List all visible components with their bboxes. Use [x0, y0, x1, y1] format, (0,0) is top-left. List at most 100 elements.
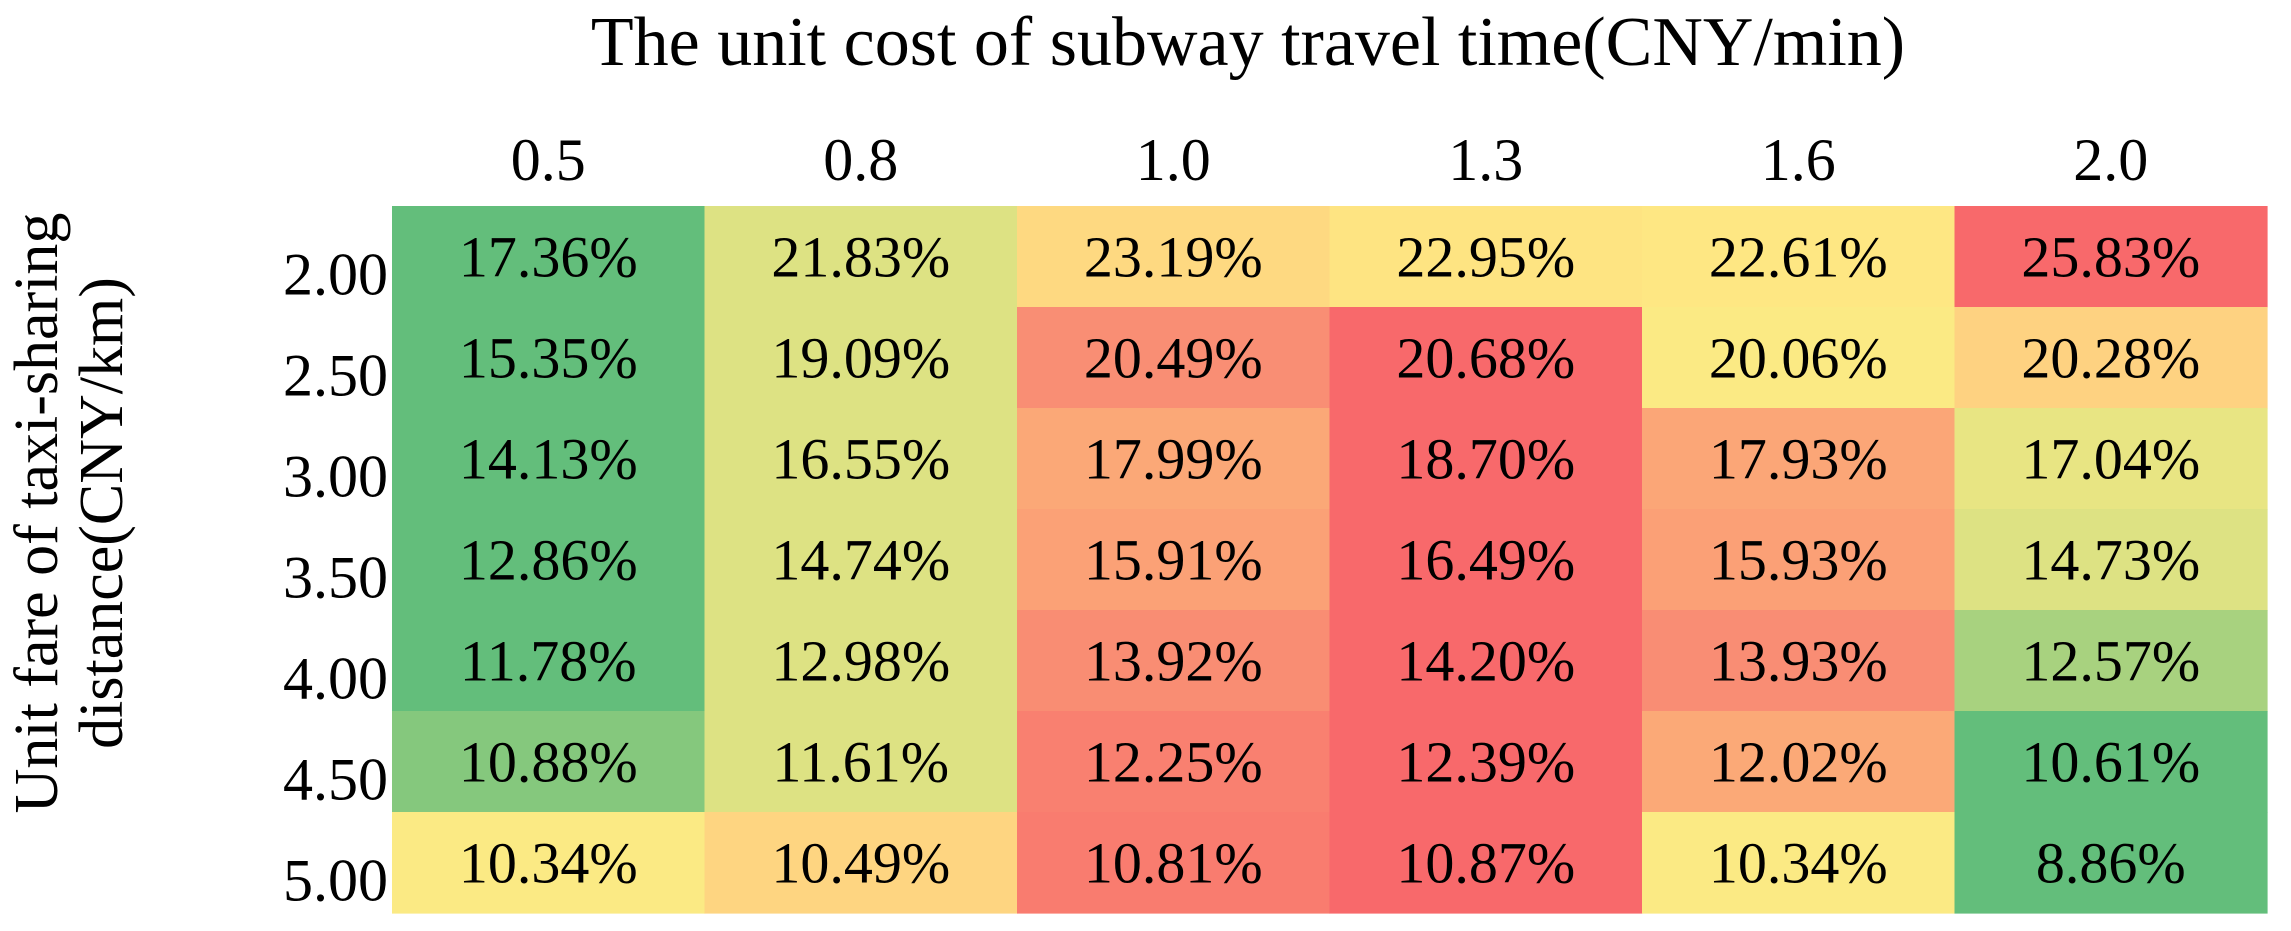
heatmap-cell [1642, 509, 1956, 611]
cell-value-label: 11.78% [460, 629, 637, 694]
heatmap-cell [1017, 307, 1331, 409]
cell-value-label: 16.49% [1396, 528, 1575, 593]
heatmap-cell [1642, 610, 1956, 712]
cell-value-label: 13.93% [1709, 629, 1888, 694]
cell-value-label: 12.57% [2021, 629, 2200, 694]
cell-value-label: 15.93% [1709, 528, 1888, 593]
x-tick-label: 0.5 [511, 127, 586, 193]
cell-value-label: 20.06% [1709, 326, 1888, 391]
cell-value-label: 10.34% [1709, 831, 1888, 896]
cell-value-label: 10.49% [771, 831, 950, 896]
cell-value-label: 25.83% [2021, 225, 2200, 290]
heatmap-cell [1642, 711, 1956, 813]
cell-value-label: 12.39% [1396, 730, 1575, 795]
heatmap-cell [392, 812, 706, 914]
y-tick-label: 2.00 [283, 242, 388, 308]
cell-value-label: 13.92% [1084, 629, 1263, 694]
cell-value-label: 10.34% [459, 831, 638, 896]
heatmap-cell [392, 509, 706, 611]
heatmap-cell [1642, 812, 1956, 914]
x-axis-ticks: 0.5 0.8 1.0 1.3 1.6 2.0 [511, 127, 2149, 193]
cell-value-label: 16.55% [771, 427, 950, 492]
heatmap-cell [1329, 711, 1643, 813]
y-tick-label: 3.00 [283, 444, 388, 510]
y-axis-title: Unit fare of taxi-sharing distance(CNY/k… [3, 213, 136, 814]
cell-value-label: 12.86% [459, 528, 638, 593]
x-tick-label: 1.6 [1761, 127, 1836, 193]
cell-value-label: 22.61% [1709, 225, 1888, 290]
heatmap-cell [1642, 206, 1956, 308]
x-axis-title: The unit cost of subway travel time(CNY/… [591, 4, 1905, 81]
heatmap-cell [1017, 812, 1331, 914]
heatmap-cell [704, 307, 1018, 409]
cell-value-label: 21.83% [771, 225, 950, 290]
heatmap-cell [1642, 307, 1956, 409]
cell-value-label: 15.91% [1084, 528, 1263, 593]
heatmap-cell [1642, 408, 1956, 510]
heatmap-cell [392, 206, 706, 308]
heatmap-cell [1329, 610, 1643, 712]
heatmap-cell [1954, 408, 2268, 510]
cell-value-label: 10.87% [1396, 831, 1575, 896]
heatmap-cell [392, 711, 706, 813]
cell-value-label: 14.74% [771, 528, 950, 593]
cell-value-label: 10.88% [459, 730, 638, 795]
y-tick-label: 5.00 [283, 848, 388, 914]
x-tick-label: 1.3 [1448, 127, 1523, 193]
heatmap-cell [1017, 509, 1331, 611]
cell-value-label: 12.02% [1709, 730, 1888, 795]
cell-value-label: 17.36% [459, 225, 638, 290]
heatmap-cell [1954, 307, 2268, 409]
cell-value-label: 14.73% [2021, 528, 2200, 593]
heatmap-cell [704, 206, 1018, 308]
cell-value-label: 14.20% [1396, 629, 1575, 694]
cell-value-label: 17.99% [1084, 427, 1263, 492]
x-tick-label: 1.0 [1136, 127, 1211, 193]
cell-value-label: 11.61% [772, 730, 949, 795]
heatmap-cell [1017, 408, 1331, 510]
heatmap-cell [1017, 206, 1331, 308]
heatmap-cell [1329, 408, 1643, 510]
cell-value-label: 15.35% [459, 326, 638, 391]
heatmap-cell [1954, 711, 2268, 813]
heatmap-cells [392, 206, 2268, 914]
heatmap-cell [704, 408, 1018, 510]
y-tick-label: 4.00 [283, 646, 388, 712]
heatmap-cell [1329, 812, 1643, 914]
cell-value-label: 22.95% [1396, 225, 1575, 290]
y-axis-title-line-1: Unit fare of taxi-sharing [3, 213, 71, 814]
heatmap-cell [1329, 307, 1643, 409]
y-axis-title-line-2: distance(CNY/km) [68, 277, 136, 749]
y-axis-ticks: 2.00 2.50 3.00 3.50 4.00 4.50 5.00 [283, 242, 388, 914]
cell-value-label: 12.98% [771, 629, 950, 694]
heatmap-cell [1329, 509, 1643, 611]
heatmap-cell [704, 610, 1018, 712]
cell-value-label: 19.09% [771, 326, 950, 391]
x-tick-label: 2.0 [2073, 127, 2148, 193]
cell-value-label: 17.04% [2021, 427, 2200, 492]
cell-value-label: 12.25% [1084, 730, 1263, 795]
heatmap-cell [704, 711, 1018, 813]
cell-value-label: 23.19% [1084, 225, 1263, 290]
y-tick-label: 4.50 [283, 747, 388, 813]
y-tick-label: 2.50 [283, 343, 388, 409]
heatmap-cell [704, 509, 1018, 611]
heatmap-cell [1017, 711, 1331, 813]
heatmap-cell [392, 307, 706, 409]
y-tick-label: 3.50 [283, 545, 388, 611]
heatmap-cell-labels: 17.36% 21.83% 23.19% 22.95% 22.61% 25.83% 15.3… [459, 225, 2200, 896]
cell-value-label: 20.49% [1084, 326, 1263, 391]
heatmap-cell [1017, 610, 1331, 712]
cell-value-label: 10.61% [2021, 730, 2200, 795]
cell-value-label: 20.68% [1396, 326, 1575, 391]
heatmap-cell [1954, 610, 2268, 712]
cell-value-label: 17.93% [1709, 427, 1888, 492]
cell-value-label: 8.86% [2036, 831, 2186, 896]
cell-value-label: 18.70% [1396, 427, 1575, 492]
heatmap-cell [704, 812, 1018, 914]
cell-value-label: 10.81% [1084, 831, 1263, 896]
cell-value-label: 14.13% [459, 427, 638, 492]
heatmap-cell [1329, 206, 1643, 308]
heatmap-cell [392, 408, 706, 510]
